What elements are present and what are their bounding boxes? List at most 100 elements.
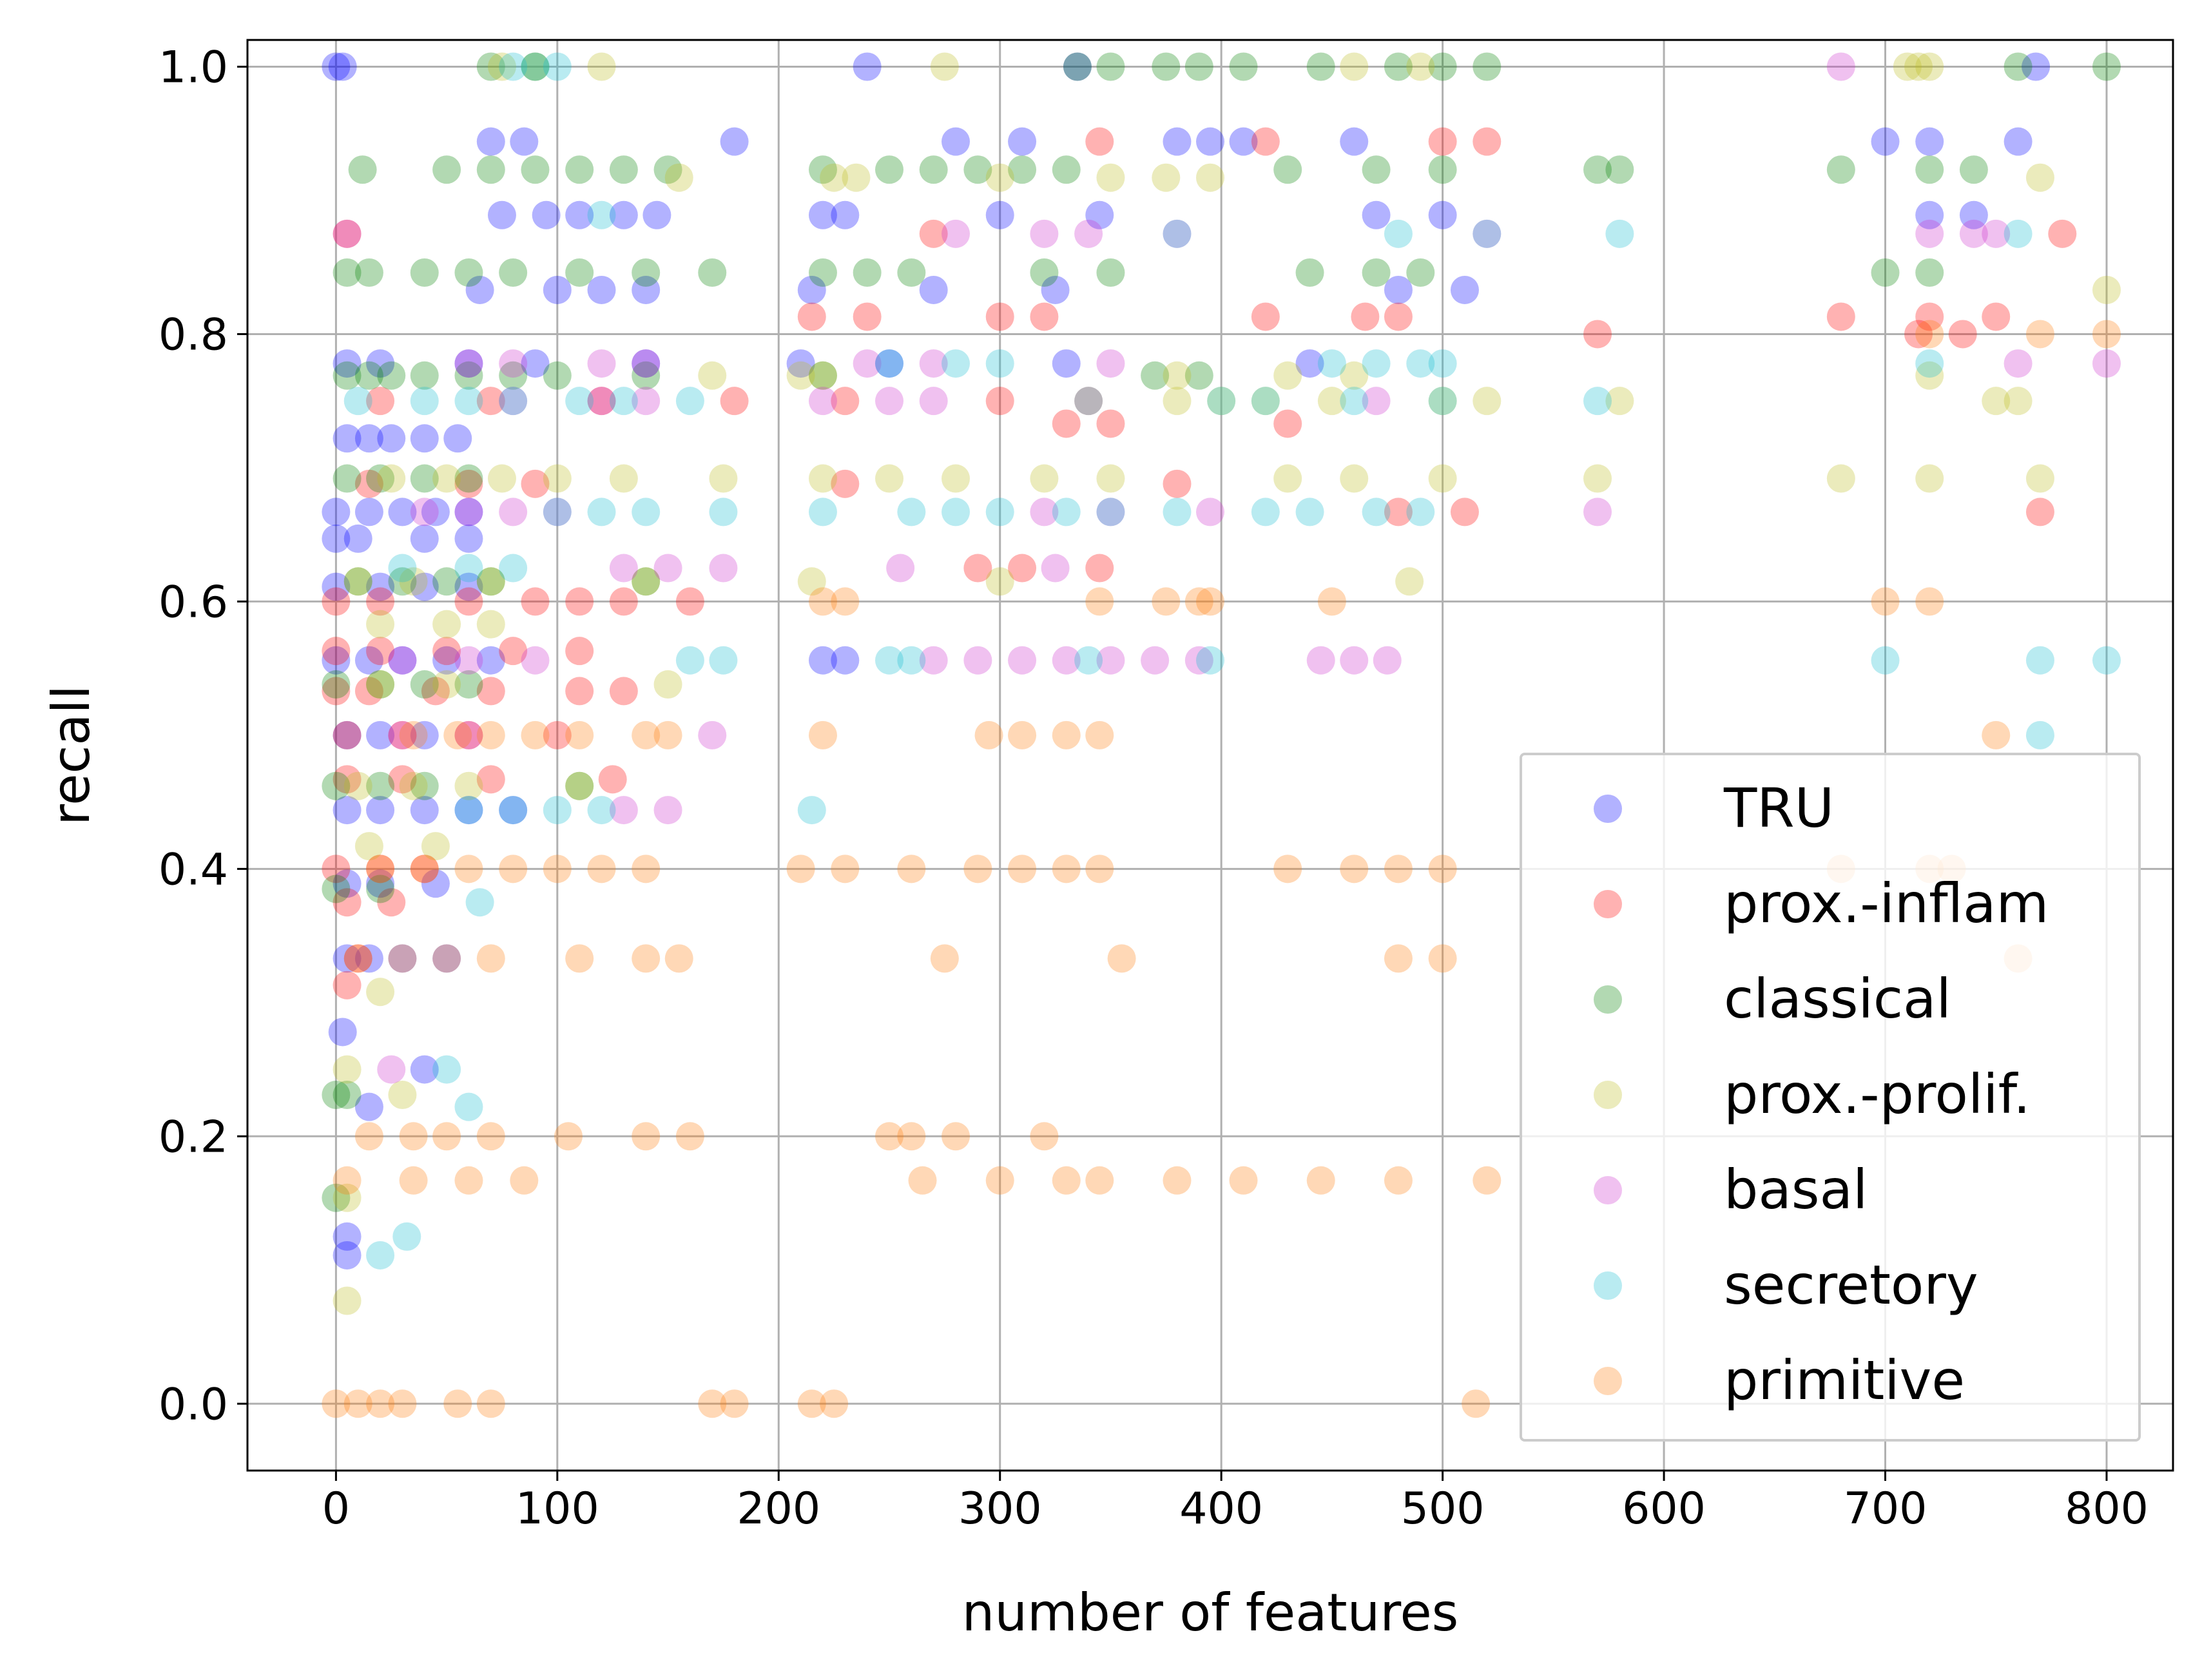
data-points [322,52,2121,1418]
data-point [1141,361,1170,390]
data-point [1085,200,1114,229]
data-point [1052,409,1081,438]
data-point [2092,275,2121,304]
data-point [543,497,572,526]
legend-marker [1594,890,1622,918]
data-point [343,944,372,973]
data-point [399,771,428,800]
data-point [2004,349,2033,378]
data-point [543,796,572,825]
data-point [322,1080,351,1109]
data-point [333,765,362,794]
data-point [632,944,661,973]
data-point [786,854,815,883]
series-TRU [322,52,2051,1270]
data-point [1096,464,1125,493]
data-point [985,497,1014,526]
data-point [587,349,616,378]
data-point [543,464,572,493]
y-tick-label: 0.6 [159,577,228,628]
data-point [454,796,483,825]
data-point [432,1122,461,1151]
data-point [808,200,837,229]
data-point [499,854,528,883]
data-point [1096,497,1125,526]
data-point [521,646,550,675]
data-point [653,796,682,825]
data-point [675,646,704,675]
data-point [1428,200,1457,229]
data-point [1052,646,1081,675]
data-point [875,155,903,184]
data-point [1074,219,1103,248]
data-point [2092,52,2121,81]
data-point [354,646,383,675]
data-point [1096,52,1125,81]
data-point [565,155,594,184]
data-point [1384,1166,1413,1195]
data-point [587,497,616,526]
data-point [808,720,837,749]
data-point [720,127,749,156]
data-point [543,275,572,304]
data-point [919,275,948,304]
data-point [1406,497,1435,526]
data-point [1982,219,2011,248]
data-point [499,796,528,825]
legend-marker [1594,1367,1622,1395]
data-point [1605,387,1634,416]
data-point [1605,155,1634,184]
data-point [377,888,406,917]
data-point [1904,52,1933,81]
data-point [377,361,406,390]
data-point [521,587,550,616]
x-tick-label: 300 [958,1483,1042,1534]
data-point [432,610,461,639]
data-point [354,361,383,390]
data-point [322,646,351,675]
data-point [333,888,362,917]
data-point [388,567,417,596]
data-point [2004,127,2033,156]
data-point [454,720,483,749]
data-point [632,497,661,526]
data-point [348,155,377,184]
data-point [521,349,550,378]
data-point [366,771,395,800]
data-point [333,1222,362,1251]
data-point [1583,387,1612,416]
data-point [322,771,351,800]
data-point [1982,302,2011,331]
data-point [1085,554,1114,583]
data-point [421,677,450,706]
data-point [1428,944,1457,973]
data-point [454,554,483,583]
data-point [521,52,550,81]
data-point [366,720,395,749]
data-point [454,646,483,675]
data-point [354,832,383,861]
data-point [1295,258,1324,287]
data-point [333,1241,362,1270]
data-point [366,874,395,903]
data-point [609,387,638,416]
data-point [598,765,627,794]
data-point [333,219,362,248]
data-point [476,52,505,81]
data-point [709,646,738,675]
data-point [510,1166,539,1195]
data-point [388,646,417,675]
data-point [963,854,992,883]
data-point [454,387,483,416]
data-point [831,587,860,616]
data-point [1915,52,1944,81]
data-point [333,361,362,390]
data-point [543,854,572,883]
legend-label: prox.-inflam [1724,872,2049,935]
data-point [543,720,572,749]
data-point [1074,646,1103,675]
x-tick-label: 600 [1622,1483,1706,1534]
data-point [333,219,362,248]
data-point [343,567,372,596]
data-point [820,1389,849,1418]
